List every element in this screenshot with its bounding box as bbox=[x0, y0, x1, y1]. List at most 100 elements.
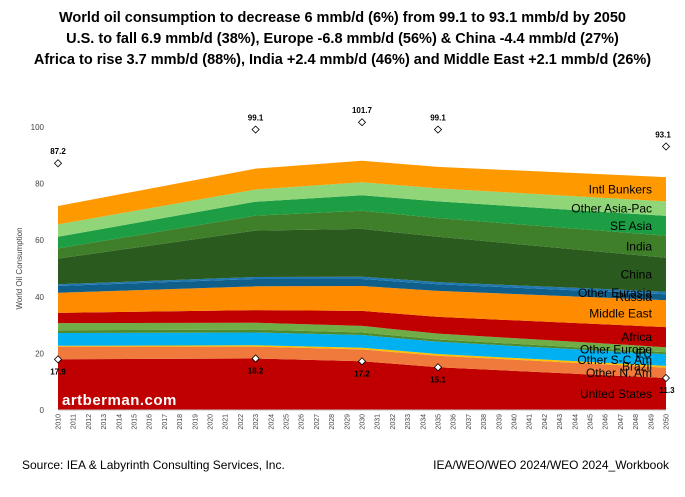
x-tick-label: 2045 bbox=[588, 414, 595, 430]
y-tick-label: 0 bbox=[40, 406, 45, 415]
x-tick-label: 2030 bbox=[360, 414, 367, 430]
y-tick-label: 60 bbox=[35, 236, 44, 245]
area-se-asia bbox=[58, 195, 666, 249]
x-tick-label: 2013 bbox=[101, 414, 108, 430]
area-china bbox=[58, 228, 666, 292]
series-label-brazil: Brazil bbox=[622, 360, 652, 374]
y-tick-label: 80 bbox=[35, 180, 44, 189]
us-label: 17.2 bbox=[354, 369, 370, 378]
x-tick-label: 2021 bbox=[223, 414, 230, 430]
x-tick-label: 2015 bbox=[132, 414, 139, 430]
series-label-india: India bbox=[626, 240, 652, 254]
series-label-united-states: United States bbox=[580, 387, 652, 401]
x-tick-label: 2012 bbox=[86, 414, 93, 430]
x-tick-label: 2029 bbox=[344, 414, 351, 430]
x-tick-label: 2044 bbox=[572, 414, 579, 430]
x-tick-label: 2014 bbox=[116, 414, 123, 430]
us-marker bbox=[357, 357, 367, 366]
x-tick-label: 2036 bbox=[451, 414, 458, 430]
watermark: artberman.com bbox=[62, 392, 177, 409]
us-label: 15.1 bbox=[430, 375, 446, 384]
area-middle-east bbox=[58, 286, 666, 328]
chart-title-line-3: Africa to rise 3.7 mmb/d (88%), India +2… bbox=[33, 52, 652, 68]
area-russia bbox=[58, 279, 666, 301]
x-tick-label: 2046 bbox=[603, 414, 610, 430]
us-marker bbox=[251, 354, 260, 363]
series-label-eu: EU bbox=[635, 346, 652, 360]
y-tick-label: 100 bbox=[31, 123, 45, 132]
series-label-china: China bbox=[621, 268, 653, 282]
chart-title-line-1: World oil consumption to decrease 6 mmb/… bbox=[59, 10, 626, 26]
x-tick-label: 2023 bbox=[253, 414, 260, 430]
area-other-asia-pac bbox=[58, 182, 666, 237]
total-marker bbox=[251, 125, 260, 134]
area-india bbox=[58, 210, 666, 259]
x-tick-label: 2035 bbox=[436, 414, 443, 430]
source-note: Source: IEA & Labyrinth Consulting Servi… bbox=[22, 458, 285, 472]
x-tick-label: 2016 bbox=[147, 414, 154, 430]
x-tick-label: 2039 bbox=[496, 414, 503, 430]
area-other-europe bbox=[58, 322, 666, 353]
x-tick-label: 2017 bbox=[162, 414, 169, 430]
area-other-n-am bbox=[58, 346, 666, 378]
y-axis-title: World Oil Consumption bbox=[15, 227, 24, 309]
x-tick-label: 2028 bbox=[329, 414, 336, 430]
x-tick-label: 2022 bbox=[238, 414, 245, 430]
total-label: 87.2 bbox=[50, 147, 66, 156]
x-tick-label: 2024 bbox=[268, 414, 275, 430]
x-tick-label: 2026 bbox=[299, 414, 306, 430]
total-marker bbox=[357, 118, 367, 127]
us-label: 17.9 bbox=[50, 367, 66, 376]
us-marker bbox=[661, 373, 671, 383]
chart-title-line-2: U.S. to fall 6.9 mmb/d (38%), Europe -6.… bbox=[66, 31, 619, 47]
us-marker bbox=[53, 355, 63, 364]
y-tick-label: 20 bbox=[35, 349, 44, 358]
x-tick-label: 2010 bbox=[56, 414, 63, 430]
x-tick-label: 2037 bbox=[466, 414, 473, 430]
x-tick-label: 2011 bbox=[71, 414, 78, 429]
total-label: 93.1 bbox=[655, 131, 671, 140]
x-tick-label: 2033 bbox=[405, 414, 412, 430]
series-label-middle-east: Middle East bbox=[589, 307, 652, 321]
x-tick-label: 2042 bbox=[542, 414, 549, 430]
us-label: 11.3 bbox=[659, 386, 675, 395]
x-tick-label: 2038 bbox=[481, 414, 488, 430]
total-marker bbox=[661, 142, 671, 151]
series-label-other-europe: Other Europe bbox=[580, 343, 652, 357]
us-marker bbox=[433, 363, 443, 372]
area-eu bbox=[58, 329, 666, 355]
x-tick-label: 2041 bbox=[527, 414, 534, 430]
series-label-other-n-am: Other N. Am bbox=[586, 366, 652, 380]
x-tick-label: 2049 bbox=[648, 414, 655, 430]
total-marker bbox=[53, 159, 63, 168]
x-tick-label: 2048 bbox=[633, 414, 640, 430]
x-tick-label: 2043 bbox=[557, 414, 564, 430]
area-united-states bbox=[58, 358, 666, 410]
us-label: 18.2 bbox=[248, 366, 264, 375]
x-tick-label: 2050 bbox=[664, 414, 671, 430]
x-tick-label: 2040 bbox=[512, 414, 519, 430]
series-label-africa: Africa bbox=[621, 330, 652, 344]
x-tick-label: 2034 bbox=[420, 414, 427, 430]
total-label: 99.1 bbox=[248, 114, 264, 123]
workbook-note: IEA/WEO/WEO 2024/WEO 2024_Workbook bbox=[433, 458, 669, 472]
x-tick-label: 2025 bbox=[284, 414, 291, 430]
total-label: 99.1 bbox=[430, 114, 446, 123]
x-tick-label: 2020 bbox=[208, 414, 215, 430]
series-label-se-asia: SE Asia bbox=[610, 219, 652, 233]
x-tick-label: 2031 bbox=[375, 414, 382, 430]
y-tick-label: 40 bbox=[35, 293, 44, 302]
x-tick-label: 2047 bbox=[618, 414, 625, 430]
area-africa bbox=[58, 310, 666, 348]
series-label-other-eurasia: Other Eurasia bbox=[578, 286, 652, 300]
series-label-other-s-c-am: Other S-C Am bbox=[577, 353, 652, 367]
x-tick-label: 2019 bbox=[192, 414, 199, 430]
total-marker bbox=[433, 125, 443, 134]
series-label-intl-bunkers: Intl Bunkers bbox=[589, 182, 652, 196]
x-tick-label: 2027 bbox=[314, 414, 321, 430]
series-label-russia: Russia bbox=[615, 290, 652, 304]
area-intl-bunkers bbox=[58, 160, 666, 225]
x-tick-label: 2018 bbox=[177, 414, 184, 430]
area-other-s-c-am bbox=[58, 332, 666, 366]
